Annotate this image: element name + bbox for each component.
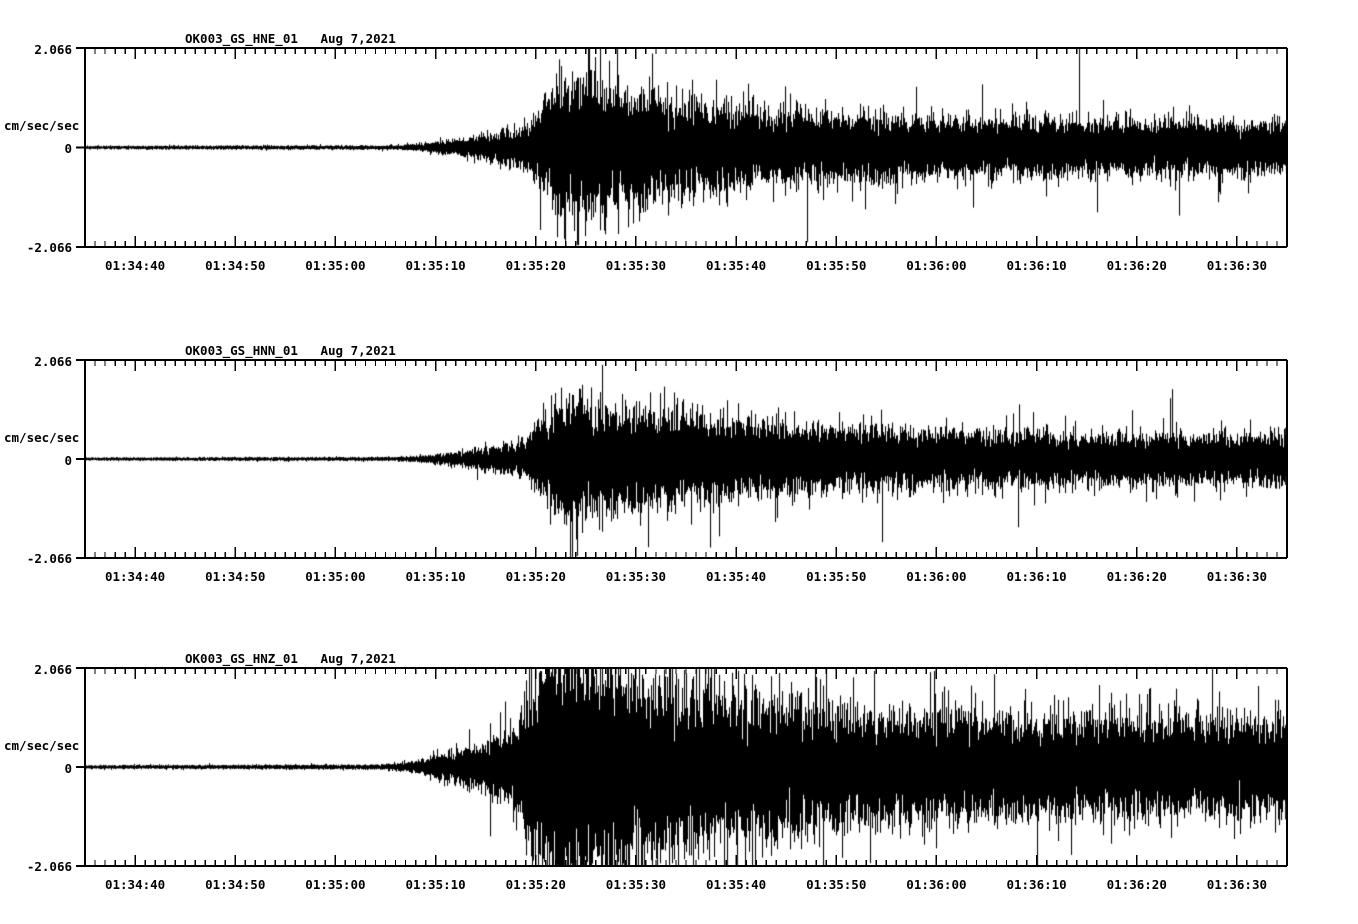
y-axis-unit-label-hne: cm/sec/sec <box>4 118 80 133</box>
x-tick-label: 01:36:20 <box>1106 569 1167 584</box>
x-tick-label: 01:35:50 <box>806 258 867 273</box>
waveform-trace-hnz <box>85 668 1287 866</box>
y-axis-max-label-hnn: 2.066 <box>34 354 72 369</box>
x-tick-label: 01:36:20 <box>1106 258 1167 273</box>
x-tick-label: 01:35:00 <box>305 569 366 584</box>
x-tick-label: 01:36:10 <box>1006 569 1067 584</box>
y-axis-unit-label-hnz: cm/sec/sec <box>4 738 80 753</box>
panel-title-hne: OK003_GS_HNE_01 Aug 7,2021 <box>185 31 396 46</box>
x-tick-label: 01:35:30 <box>605 569 667 584</box>
x-tick-label: 01:36:30 <box>1206 258 1268 273</box>
x-tick-label: 01:35:10 <box>405 569 466 584</box>
x-tick-label: 01:35:50 <box>806 569 867 584</box>
x-tick-label: 01:35:20 <box>505 258 566 273</box>
y-axis-zero-label-hne: 0 <box>64 141 72 156</box>
panel-title-hnz: OK003_GS_HNZ_01 Aug 7,2021 <box>185 651 396 666</box>
x-tick-label: 01:34:50 <box>205 258 266 273</box>
waveform-trace-hne <box>85 48 1287 247</box>
x-tick-label: 01:36:30 <box>1206 877 1268 892</box>
x-tick-label: 01:35:40 <box>705 877 767 892</box>
y-axis-zero-label-hnn: 0 <box>64 453 72 468</box>
y-axis-zero-label-hnz: 0 <box>64 761 72 776</box>
x-tick-label: 01:36:00 <box>906 877 967 892</box>
x-tick-label: 01:35:00 <box>305 877 366 892</box>
y-axis-unit-label-hnn: cm/sec/sec <box>4 430 80 445</box>
x-tick-label: 01:36:10 <box>1006 877 1067 892</box>
x-tick-label: 01:35:30 <box>605 258 667 273</box>
x-tick-label: 01:36:00 <box>906 258 967 273</box>
x-tick-label: 01:36:30 <box>1206 569 1268 584</box>
y-axis-min-label-hnz: -2.066 <box>26 859 72 874</box>
x-tick-label: 01:35:10 <box>405 258 466 273</box>
x-tick-label: 01:35:20 <box>505 877 566 892</box>
x-tick-label: 01:34:40 <box>104 258 166 273</box>
y-axis-min-label-hnn: -2.066 <box>26 551 72 566</box>
x-tick-label: 01:34:50 <box>205 877 266 892</box>
x-tick-label: 01:34:40 <box>104 877 166 892</box>
x-tick-label: 01:35:20 <box>505 569 566 584</box>
x-tick-label: 01:35:50 <box>806 877 867 892</box>
x-tick-label: 01:35:10 <box>405 877 466 892</box>
panel-title-hnn: OK003_GS_HNN_01 Aug 7,2021 <box>185 343 396 358</box>
waveform-trace-hnn <box>85 360 1287 558</box>
x-tick-label: 01:34:40 <box>104 569 166 584</box>
y-axis-max-label-hnz: 2.066 <box>34 662 72 677</box>
y-axis-min-label-hne: -2.066 <box>26 240 72 255</box>
x-tick-label: 01:35:40 <box>705 258 767 273</box>
x-tick-label: 01:36:00 <box>906 569 967 584</box>
x-tick-label: 01:35:40 <box>705 569 767 584</box>
y-axis-max-label-hne: 2.066 <box>34 42 72 57</box>
x-tick-label: 01:35:30 <box>605 877 667 892</box>
x-tick-label: 01:36:10 <box>1006 258 1067 273</box>
x-tick-label: 01:36:20 <box>1106 877 1167 892</box>
x-tick-label: 01:35:00 <box>305 258 366 273</box>
x-tick-label: 01:34:50 <box>205 569 266 584</box>
